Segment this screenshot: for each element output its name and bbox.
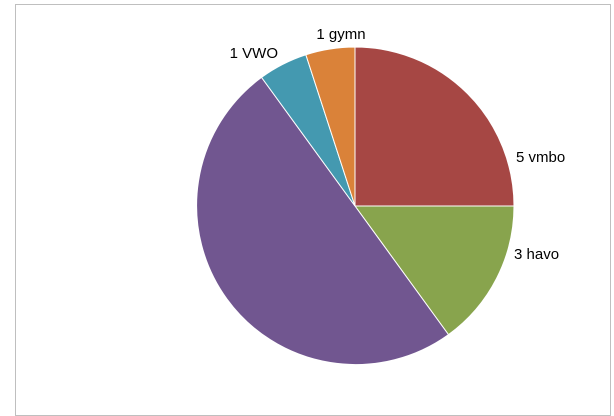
pie-slice-1 [354, 205, 515, 336]
pie-label-1: 3 havo [514, 246, 559, 263]
pie-slice-0 [354, 46, 515, 207]
pie-label-0: 5 vmbo [516, 149, 565, 166]
pie-slices [196, 46, 515, 365]
pie-slice-2 [196, 76, 450, 365]
pie-label-4: 1 gymn [316, 26, 365, 43]
pie-labels: 5 vmbo 3 havo 1 VWO 1 gymn [230, 26, 566, 263]
pie-slice-4 [305, 46, 356, 207]
pie-label-3: 1 VWO [230, 45, 278, 62]
